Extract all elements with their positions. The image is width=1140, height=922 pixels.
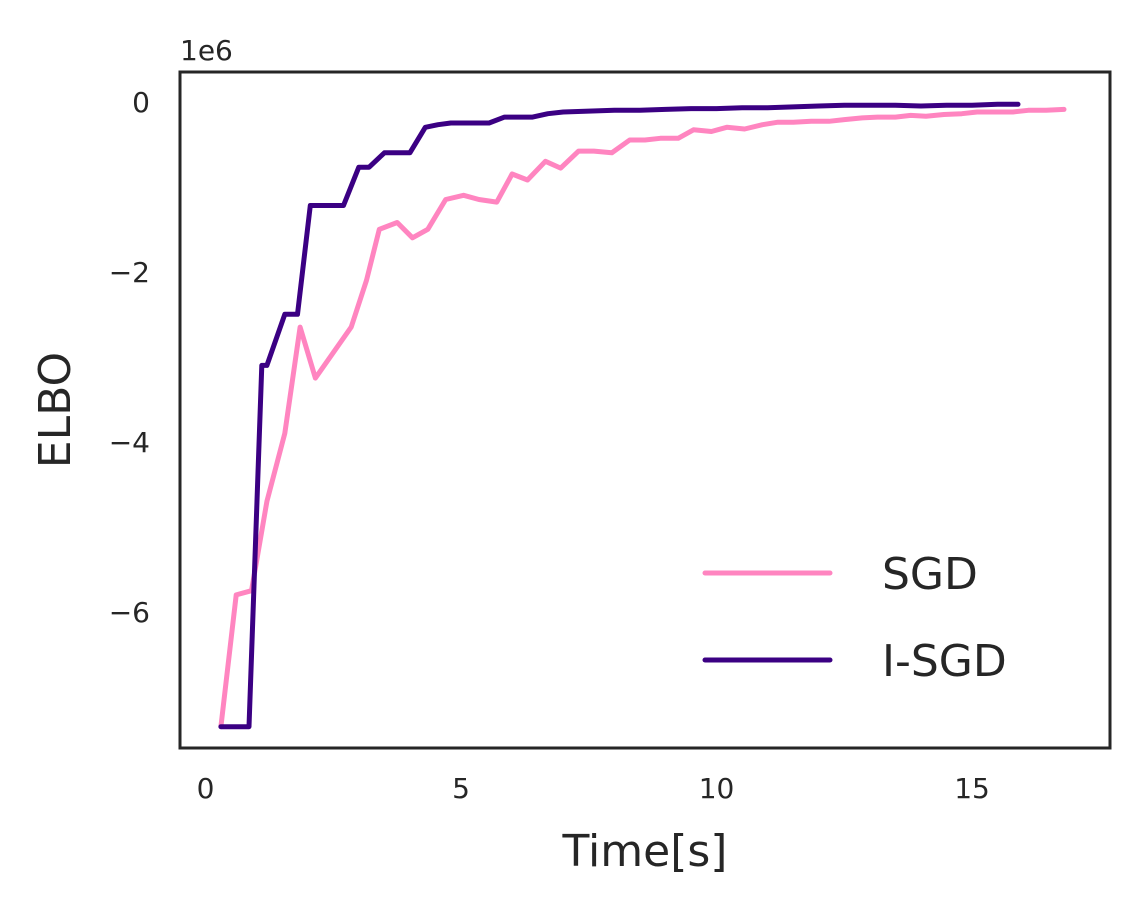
x-tick-label: 5 <box>452 772 470 805</box>
y-tick-label: −6 <box>109 596 150 629</box>
y-axis-title: ELBO <box>30 352 81 468</box>
series-line-sgd <box>218 106 1067 730</box>
x-axis-ticks: 0 5 10 15 <box>197 772 990 805</box>
series-line-i-sgd <box>218 101 1021 730</box>
y-tick-label: −2 <box>109 256 150 289</box>
x-tick-label: 0 <box>197 772 215 805</box>
legend-label-i-sgd: I-SGD <box>882 636 1007 687</box>
y-tick-label: −4 <box>109 426 150 459</box>
plot-series <box>218 101 1067 730</box>
y-axis-ticks: 0 −2 −4 −6 <box>109 86 150 629</box>
plot-frame <box>178 70 1112 750</box>
x-tick-label: 10 <box>699 772 735 805</box>
y-offset-label: 1e6 <box>180 34 233 67</box>
legend-label-sgd: SGD <box>882 549 978 600</box>
y-tick-label: 0 <box>132 86 150 119</box>
x-axis-title: Time[s] <box>562 826 728 877</box>
x-tick-label: 15 <box>954 772 990 805</box>
legend: SGD I-SGD <box>702 549 1007 687</box>
